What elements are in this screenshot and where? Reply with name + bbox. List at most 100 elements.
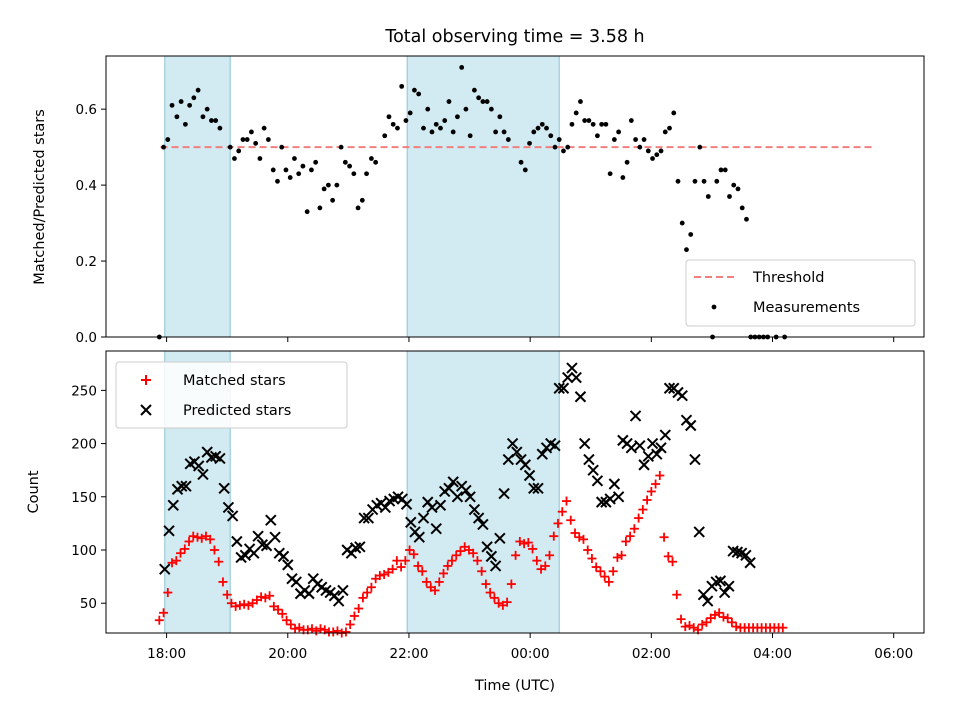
measurement-point <box>586 118 592 123</box>
matched-star-point <box>676 614 686 624</box>
matched-star-point <box>345 619 355 629</box>
measurement-point <box>556 137 562 142</box>
matched-star-point <box>286 619 296 629</box>
predicted-star-point <box>239 549 252 562</box>
measurement-point <box>249 129 254 135</box>
predicted-star-point <box>379 501 392 514</box>
measurement-point <box>688 232 694 237</box>
predicted-star-point <box>290 576 302 588</box>
measurement-point <box>501 129 507 135</box>
predicted-star-point <box>528 482 540 494</box>
matched-star-point <box>625 531 635 541</box>
measurement-point <box>403 118 409 123</box>
matched-star-point <box>583 545 593 555</box>
measurement-point <box>244 137 250 142</box>
predicted-star-point <box>511 446 523 458</box>
predicted-star-point <box>269 531 281 543</box>
matched-star-point <box>159 608 169 618</box>
measurement-point <box>330 197 336 203</box>
measurement-point <box>662 129 668 135</box>
matched-star-point <box>617 550 627 560</box>
measurement-point <box>607 171 613 177</box>
predicted-star-point <box>638 459 650 471</box>
matched-star-point <box>680 622 690 632</box>
measurement-point <box>165 137 171 142</box>
matched-star-point <box>668 557 678 567</box>
predicted-star-point <box>460 484 472 497</box>
matched-star-point <box>349 611 359 621</box>
measurement-point <box>599 121 605 127</box>
matched-star-point <box>265 591 275 601</box>
predicted-star-point <box>523 469 536 482</box>
matched-star-point <box>163 588 173 598</box>
matched-star-point <box>578 534 588 544</box>
matched-star-point <box>532 556 542 566</box>
y-tick-label: 0.6 <box>76 102 97 118</box>
predicted-star-point <box>578 437 591 450</box>
predicted-star-point <box>337 584 349 597</box>
matched-star-point <box>663 551 673 561</box>
observing-interval-2 <box>406 55 560 338</box>
predicted-star-point <box>163 525 175 537</box>
predicted-star-point <box>718 586 731 599</box>
predicted-stars-series <box>159 362 756 607</box>
matched-star-point <box>375 571 385 581</box>
predicted-star-point <box>634 440 646 452</box>
predicted-star-point <box>260 540 273 552</box>
matched-star-point <box>171 556 181 566</box>
measurement-point <box>257 156 263 161</box>
y-tick-label: 0.0 <box>76 330 97 346</box>
matched-star-point <box>455 546 465 556</box>
matched-star-point <box>315 624 325 634</box>
predicted-star-point <box>400 498 413 510</box>
measurement-point <box>355 205 361 211</box>
ratio-panel: 0.0 0.2 0.4 0.6 Matched/Predicted stars Thr… <box>32 55 925 346</box>
matched-star-point <box>477 566 487 576</box>
measurement-point <box>497 114 503 120</box>
measurement-point <box>548 133 554 139</box>
matched-star-point <box>528 544 538 554</box>
measurement-point <box>407 110 413 116</box>
measurement-point <box>658 148 664 154</box>
measurement-point <box>705 194 711 199</box>
bottom-legend: Matched stars Predicted stars <box>115 361 348 429</box>
predicted-star-point <box>176 480 188 492</box>
measurement-point <box>265 137 271 142</box>
x-tick-label: 18:00 <box>147 646 186 662</box>
predicted-star-point <box>646 437 659 450</box>
measurement-point <box>650 156 655 161</box>
measurement-point <box>204 106 210 112</box>
predicted-star-point <box>332 595 345 607</box>
measurement-point <box>611 137 617 142</box>
predicted-star-point <box>642 450 655 463</box>
predicted-star-point <box>701 595 714 607</box>
matched-star-point <box>714 608 724 618</box>
measurement-point <box>459 64 465 70</box>
measurement-point <box>446 99 452 104</box>
matched-star-point <box>256 592 266 602</box>
predicted-star-point <box>693 526 705 538</box>
matched-star-point <box>659 532 669 542</box>
predicted-star-point <box>451 491 464 503</box>
predicted-star-point <box>180 480 192 492</box>
predicted-star-point <box>651 448 663 460</box>
matched-star-point <box>778 623 788 633</box>
measurement-point <box>325 182 331 188</box>
predicted-star-point <box>282 559 294 571</box>
predicted-star-point <box>443 482 455 494</box>
measurement-point <box>480 99 486 104</box>
measurement-point <box>582 118 588 123</box>
predicted-star-point <box>549 440 561 452</box>
predicted-star-point <box>354 541 366 553</box>
measurement-point <box>484 99 490 104</box>
y-tick-label: 0.2 <box>76 254 97 270</box>
matched-star-point <box>434 577 444 587</box>
predicted-star-point <box>426 501 438 514</box>
measurement-point <box>628 118 634 123</box>
matched-star-point <box>549 531 559 541</box>
matched-star-point <box>405 545 415 555</box>
measurement-point <box>438 125 443 131</box>
measurement-point <box>561 148 566 154</box>
measurement-point <box>200 114 206 120</box>
